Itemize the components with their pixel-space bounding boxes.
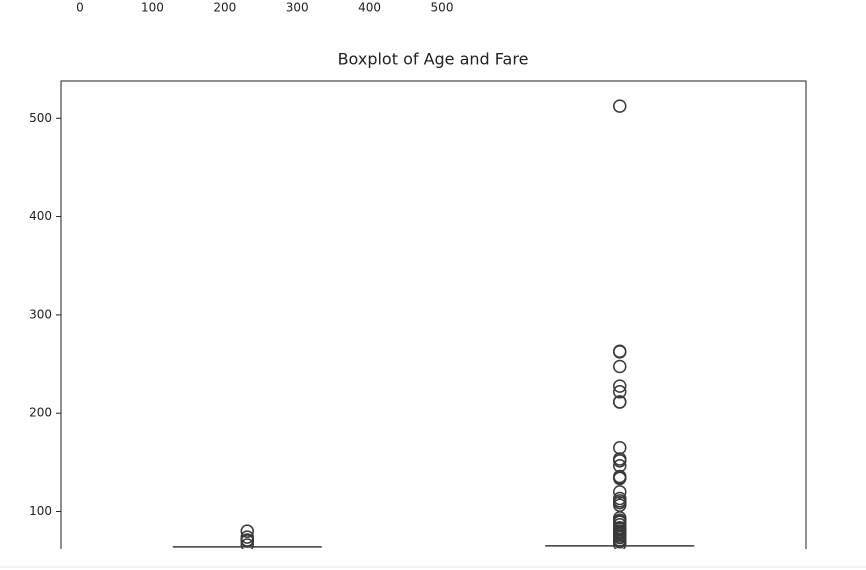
boxplot: Boxplot of Age and Fare 100 200 300 400 500 — [29, 50, 807, 549]
x-tick-label: 500 — [431, 1, 454, 15]
y-tick-label: 400 — [29, 209, 52, 223]
x-tick-label: 200 — [213, 1, 236, 15]
outlier — [613, 485, 627, 499]
outlier — [613, 379, 627, 393]
outlier — [613, 359, 627, 374]
outlier — [613, 385, 627, 399]
outlier — [613, 440, 627, 455]
x-tick-label: 400 — [358, 1, 381, 15]
y-tick-label: 300 — [29, 307, 52, 321]
outlier — [240, 534, 254, 548]
x-tick-label: 100 — [141, 1, 164, 15]
outlier — [613, 471, 627, 486]
y-tick-label: 200 — [29, 406, 52, 420]
outlier — [240, 524, 254, 538]
axes-frame — [60, 80, 807, 549]
chart-title: Boxplot of Age and Fare — [338, 50, 529, 69]
y-tick-label: 500 — [29, 111, 52, 125]
x-tick-label: 300 — [286, 1, 309, 15]
outlier — [240, 538, 254, 549]
previous-axis: 0 100 200 300 400 500 — [76, 1, 453, 15]
x-tick-label: 0 — [76, 1, 84, 15]
outlier — [613, 99, 627, 113]
outlier — [613, 454, 627, 468]
y-tick-label: 100 — [29, 504, 52, 518]
outlier — [613, 537, 627, 549]
outlier — [613, 395, 627, 409]
outlier — [613, 345, 627, 359]
